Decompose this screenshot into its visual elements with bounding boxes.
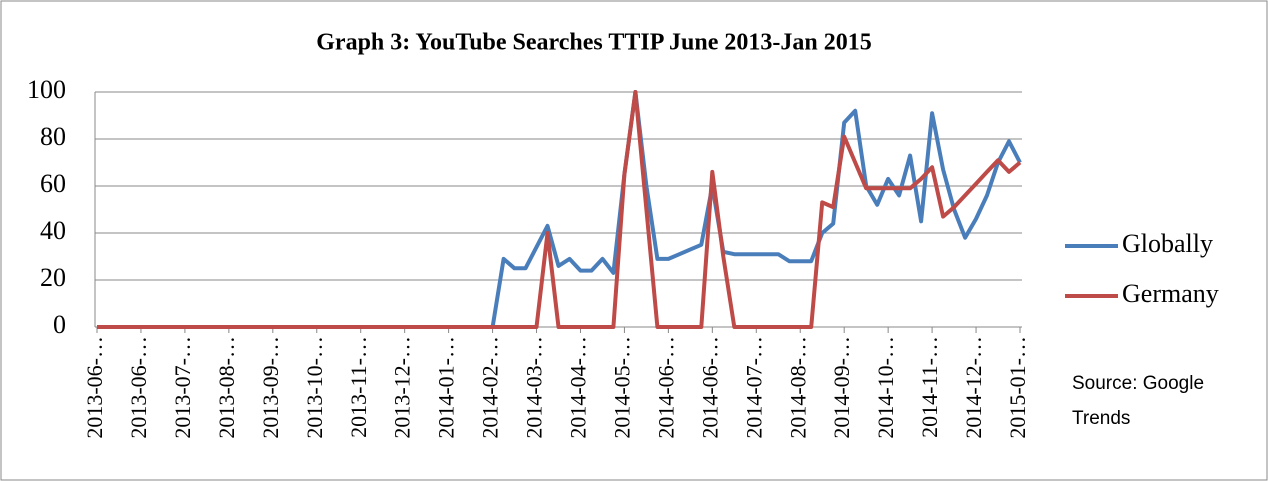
x-tick-label: 2014-06-… [697, 336, 722, 439]
legend-label: Germany [1122, 279, 1219, 308]
x-tick-label: 2013-10-… [302, 336, 327, 439]
source-note: Source: Google Trends [1072, 373, 1205, 429]
x-tick-label: 2014-02-… [478, 336, 503, 439]
x-tick-label: 2014-10-… [873, 336, 898, 439]
y-tick-label: 40 [40, 216, 66, 245]
chart-title: Graph 3: YouTube Searches TTIP June 2013… [316, 30, 871, 56]
y-tick-label: 0 [53, 310, 66, 339]
data-line [97, 90, 1022, 329]
x-tick-label: 2014-05-… [609, 336, 634, 439]
x-tick-label: 2014-03-… [522, 336, 547, 439]
x-tick-label: 2013-08-… [214, 336, 239, 439]
x-tick-label: 2013-09-… [258, 336, 283, 439]
x-tick-label: 2013-06-… [126, 336, 151, 439]
x-tick-label: 2013-07-… [170, 336, 195, 439]
x-tick-label: 2014-07-… [741, 336, 766, 439]
x-tick-label: 2014-08-… [785, 336, 810, 439]
x-tick-label: 2013-12-… [390, 336, 415, 439]
x-tick-label: 2014-09-… [829, 336, 854, 439]
y-tick-label: 60 [40, 169, 66, 198]
x-tick-label: 2014-12-… [961, 336, 986, 439]
x-tick-label: 2014-04-… [566, 336, 591, 439]
x-tick-label: 2013-06-… [82, 336, 107, 439]
x-tick-label: 2014-11-… [917, 336, 942, 438]
legend-label: Globally [1122, 229, 1213, 258]
x-tick-label: 2013-11-… [346, 336, 371, 438]
y-tick-label: 100 [27, 75, 66, 104]
x-tick-label: 2014-06-… [653, 336, 678, 439]
y-tick-label: 80 [40, 122, 66, 151]
x-tick-label: 2014-01-… [434, 336, 459, 439]
y-tick-label: 20 [40, 263, 66, 292]
x-tick-label: 2015-01-… [1005, 336, 1030, 439]
